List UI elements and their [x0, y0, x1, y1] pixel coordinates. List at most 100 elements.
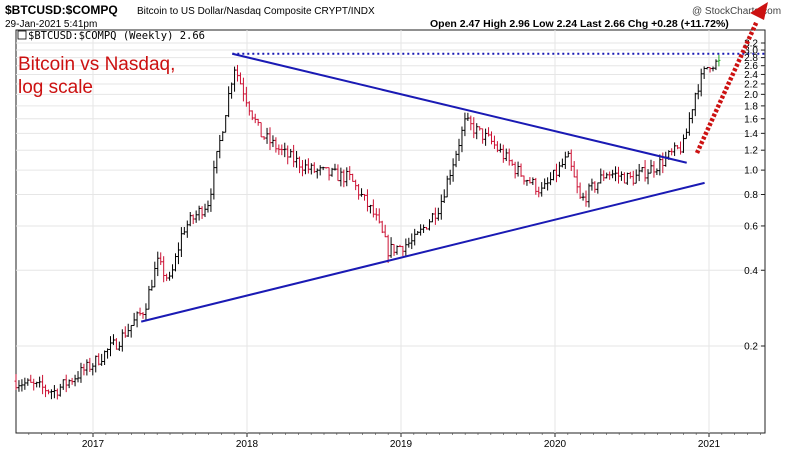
ohlc-bar — [371, 199, 375, 218]
ohlc-bar — [448, 169, 452, 185]
ohlc-bar — [159, 252, 163, 265]
ohlc-bar — [76, 371, 80, 383]
ohlc-bar — [484, 128, 488, 146]
ohlc-bar — [168, 271, 172, 281]
ohlc-bar — [357, 183, 361, 200]
ohlc-bar — [634, 169, 638, 184]
ohlc-bar — [679, 141, 683, 155]
ohlc-bar — [135, 311, 139, 328]
ohlc-bar — [283, 142, 287, 158]
ohlc-bar — [286, 145, 290, 165]
ohlc-bar — [303, 159, 307, 175]
ohlc-bar — [321, 166, 325, 171]
ohlc-bar — [436, 207, 440, 221]
ohlc-bar — [200, 206, 204, 219]
ohlc-bar — [676, 145, 680, 150]
ohlc-bar — [386, 234, 390, 263]
ohlc-bar — [549, 172, 553, 186]
chart-description: Bitcoin to US Dollar/Nasdaq Composite CR… — [137, 6, 375, 17]
ohlc-bar — [540, 182, 544, 197]
ohlc-bar — [546, 177, 550, 191]
ohlc-bar — [587, 183, 591, 208]
x-tick-label: 2020 — [544, 439, 567, 450]
ohlc-bar — [481, 128, 485, 144]
ohlc-bar — [306, 158, 310, 174]
x-tick-label: 2017 — [82, 439, 105, 450]
ohlc-bar — [519, 163, 523, 177]
ohlc-bar — [61, 379, 65, 390]
ohlc-bar — [534, 177, 538, 195]
ohlc-bar — [100, 353, 104, 366]
ohlc-bar — [277, 144, 281, 155]
ohlc-bar — [608, 171, 612, 180]
ohlc-bar — [646, 169, 650, 185]
ohlc-bar — [410, 233, 414, 250]
ohlc-bar — [584, 190, 588, 207]
legend-label: $BTCUSD:$COMPQ (Weekly) 2.66 — [28, 30, 205, 42]
ohlc-bar — [227, 86, 231, 118]
ohlc-bar — [708, 66, 712, 73]
ohlc-bar — [253, 113, 257, 124]
ohlc-bar — [395, 245, 399, 255]
ohlc-bar — [365, 189, 369, 212]
ohlc-bar — [138, 307, 142, 316]
ohlc-bar — [625, 172, 629, 185]
ohlc-bar — [439, 194, 443, 220]
ohlc-bar — [233, 66, 237, 92]
ohlc-bar — [427, 219, 431, 231]
ohlc-bar — [141, 312, 145, 319]
ohlc-bar — [79, 362, 83, 383]
ohlc-bar — [52, 385, 56, 399]
ohlc-bar — [711, 66, 715, 72]
ohlc-bar — [599, 168, 603, 184]
ohlc-bar — [445, 175, 449, 198]
ohlc-bar — [401, 245, 405, 257]
ohlc-bar — [628, 171, 632, 179]
ohlc-bar — [126, 323, 130, 337]
ohlc-bar — [560, 158, 564, 168]
ohlc-bar — [327, 167, 331, 181]
ohlc-bar — [289, 148, 293, 158]
ohlc-bar — [492, 135, 496, 149]
ohlc-bar — [566, 151, 570, 158]
ohlc-bar — [507, 148, 511, 166]
ohlc-bar — [309, 163, 313, 175]
ohlc-bar — [368, 204, 372, 214]
ohlc-bar — [259, 122, 263, 138]
y-tick-label: 2.4 — [744, 70, 758, 81]
ohlc-bar — [49, 389, 53, 400]
annotation-line-1: Bitcoin vs Nasdaq, — [18, 54, 175, 75]
ohlc-bar — [32, 378, 36, 391]
ohlc-bar — [250, 110, 254, 121]
ohlc-bar — [616, 166, 620, 184]
ohlc-bar — [593, 181, 597, 193]
ohlc-bar — [605, 172, 609, 179]
ohlc-bar — [153, 261, 157, 288]
y-tick-label: 1.0 — [744, 166, 758, 177]
ohlc-bar — [687, 112, 691, 136]
ohlc-bar — [224, 115, 228, 133]
y-tick-label: 0.2 — [744, 342, 758, 353]
y-tick-label: 1.4 — [744, 129, 758, 140]
ohlc-bar — [640, 167, 644, 173]
ohlc-bar — [433, 207, 437, 225]
ohlc-bar — [265, 127, 269, 144]
ohlc-bar — [681, 134, 685, 153]
ohlc-bar — [191, 214, 195, 225]
ohlc-bar — [684, 128, 688, 140]
trendlines — [140, 52, 765, 323]
stockcharts-watermark: @ StockCharts.com — [692, 6, 781, 17]
ohlc-bar — [85, 359, 89, 376]
ohlc-bar — [64, 374, 68, 393]
ohlc-bar — [26, 378, 30, 386]
ohlc-bar — [188, 211, 192, 227]
ohlc-bar — [194, 210, 198, 223]
ohlc-bar — [522, 175, 526, 185]
ohlc-bar — [179, 227, 183, 257]
ohlc-bar — [422, 224, 426, 233]
ohlc-bar — [380, 220, 384, 234]
ohlc-bar — [173, 253, 177, 272]
ohlc-bar — [147, 285, 151, 310]
ohlc-bar — [525, 179, 529, 186]
ohlc-bar — [581, 192, 585, 201]
